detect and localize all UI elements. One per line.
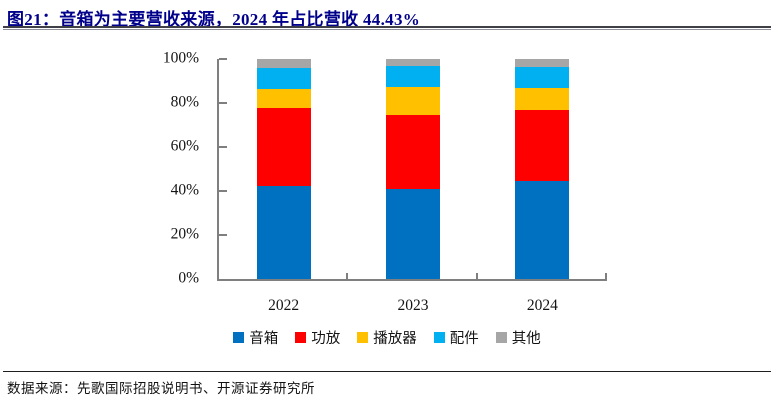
legend-label: 播放器 (373, 331, 417, 347)
y-tick-label: 60% (170, 137, 199, 155)
bar-segment (256, 59, 311, 69)
plot-area: 0% 20% 40% 60% 80% 100% 2022 2023 2024 (163, 51, 607, 313)
legend-label: 其他 (511, 331, 541, 347)
chart-legend: 音箱 功放 播放器 配件 其他 (150, 327, 624, 348)
y-tick-mark (219, 146, 227, 148)
figure-title: 图21：音箱为主要营收来源，2024 年占比营收 44.43% (7, 10, 421, 29)
y-tick-label: 100% (162, 49, 199, 67)
y-tick-mark (219, 190, 227, 192)
title-divider-shadow (3, 29, 771, 30)
bar-segment (515, 87, 570, 110)
bar-segment (515, 181, 570, 279)
legend-swatch (495, 332, 507, 343)
legend-swatch (433, 332, 445, 343)
legend-swatch (295, 332, 307, 343)
legend-label: 音箱 (249, 331, 279, 347)
x-category-label: 2023 (397, 296, 429, 314)
x-tick-mark (605, 273, 607, 279)
x-tick-mark (346, 273, 349, 279)
legend-item: 音箱 (233, 327, 278, 348)
y-tick-label: 0% (178, 269, 199, 287)
bar-segment (515, 66, 570, 88)
bar-segment (256, 185, 311, 279)
bar-segment (515, 109, 570, 182)
title-divider (3, 26, 771, 28)
y-tick-label: 20% (170, 225, 199, 243)
y-tick-mark (219, 102, 227, 104)
legend-label: 功放 (311, 331, 341, 347)
bar-segment (256, 107, 311, 186)
bar-segment (386, 86, 440, 115)
bar-segment (386, 114, 440, 189)
bar-segment (256, 88, 311, 108)
x-tick-mark (475, 273, 478, 279)
bar-segment (256, 68, 311, 89)
data-source: 数据来源：先歌国际招股说明书、开源证券研究所 (7, 381, 315, 396)
bar-segment (515, 59, 570, 67)
y-tick-mark (219, 234, 227, 236)
footer-divider (3, 371, 771, 372)
legend-swatch (357, 332, 369, 343)
x-category-label: 2022 (268, 296, 300, 314)
bar-segment (386, 66, 440, 87)
bar-segment (386, 188, 440, 279)
legend-item: 功放 (295, 327, 340, 348)
y-tick-label: 40% (170, 181, 199, 199)
legend-item: 其他 (495, 327, 541, 348)
y-tick-mark (219, 58, 227, 60)
x-category-label: 2024 (526, 296, 558, 314)
legend-swatch (233, 332, 245, 343)
legend-label: 配件 (449, 331, 479, 347)
y-tick-label: 80% (170, 93, 199, 111)
legend-item: 播放器 (357, 327, 417, 348)
bar-segment (386, 59, 440, 67)
legend-item: 配件 (433, 327, 479, 348)
